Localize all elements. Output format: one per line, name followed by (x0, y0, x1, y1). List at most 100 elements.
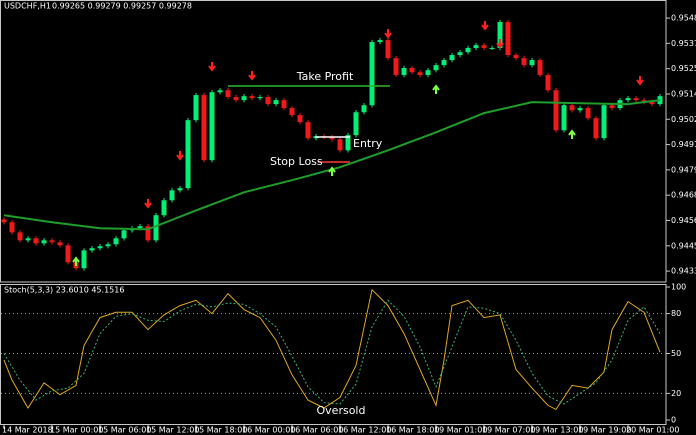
candle-body (57, 242, 63, 246)
candle-body (401, 68, 407, 76)
oversold-label: Oversold (317, 404, 366, 417)
candle-body (545, 75, 551, 91)
y-tick-label: 0.94910 (671, 140, 696, 149)
y-tick-label: 0.94450 (671, 241, 696, 250)
candle-body (185, 120, 191, 189)
candle-body (649, 102, 655, 105)
stoch-panel-frame (0, 284, 667, 425)
sell-arrow (496, 39, 504, 49)
candle-body (385, 40, 391, 59)
candle-body (593, 118, 599, 139)
x-tick-label: 15 Mar 12:00 (146, 426, 199, 435)
sell-arrow (208, 62, 216, 72)
x-tick-label: 19 Mar 19:00 (578, 426, 631, 435)
candle-body (41, 240, 47, 244)
x-tick-label: 15 Mar 06:00 (98, 426, 151, 435)
stop-loss-label: Stop Loss (270, 155, 323, 168)
candle-body (169, 190, 175, 201)
price-ohlc: 0.99265 0.99279 0.99257 0.99278 (52, 2, 192, 11)
sell-arrow (176, 151, 184, 161)
x-tick-label: 20 Mar 01:00 (626, 426, 679, 435)
candle-body (201, 95, 207, 161)
candle-body (481, 45, 487, 48)
price-panel-frame (0, 0, 667, 283)
sell-arrow (144, 199, 152, 209)
stoch-title: Stoch(5,3,3) 23.6010 45.1516 (4, 286, 124, 295)
candle-body (217, 90, 223, 93)
sell-arrow (481, 21, 489, 31)
price-plot: 0.95485 0.95370 0.95255 0.95140 0.95025 0.949… (1, 14, 696, 276)
candle-body (601, 105, 607, 139)
candle-body (473, 45, 479, 48)
candle-body (345, 135, 351, 151)
sell-arrow (636, 76, 644, 86)
candle-body (329, 137, 335, 140)
buy-arrow (432, 84, 440, 94)
candle-body (25, 238, 31, 241)
candle-body (65, 245, 71, 263)
candle-body (97, 246, 103, 249)
candle-body (281, 100, 287, 109)
candle-body (9, 222, 15, 233)
entry-label: Entry (353, 137, 383, 150)
candle-body (353, 112, 359, 136)
candle-body (513, 55, 519, 59)
moving-average (3, 99, 661, 231)
candle-body (241, 96, 247, 101)
y-tick-label: 0.94795 (671, 165, 696, 174)
candle-body (89, 248, 95, 251)
candle-body (289, 108, 295, 116)
candle-body (625, 98, 631, 101)
sell-arrow (384, 29, 392, 39)
candle-body (193, 95, 199, 121)
buy-arrow (568, 129, 576, 139)
candle-body (121, 230, 127, 239)
y-tick-label: 0.94335 (671, 267, 696, 276)
price-title: USDCHF,H1 (4, 2, 51, 11)
candle-body (105, 244, 111, 247)
x-tick-label: 19 Mar 13:00 (530, 426, 583, 435)
buy-arrow (328, 166, 336, 176)
candle-body (393, 58, 399, 76)
candle-body (529, 60, 535, 66)
candle-body (33, 238, 39, 244)
candle-body (489, 47, 495, 49)
y-tick-label: 0.95140 (671, 89, 696, 98)
candle-body (457, 52, 463, 56)
candle-body (297, 115, 303, 123)
candle-body (177, 188, 183, 191)
candle-body (441, 60, 447, 66)
candle-body (409, 68, 415, 73)
candle-body (369, 42, 375, 106)
x-tick-label: 14 Mar 2018 (2, 426, 53, 435)
y-tick-label: 100 (671, 283, 686, 292)
candle-body (609, 105, 615, 109)
candle-body (209, 92, 215, 161)
stoch-line (3, 299, 661, 405)
candle-body (433, 65, 439, 71)
x-tick-label: 16 Mar 12:00 (338, 426, 391, 435)
overlay: Take Profit Entry Stop Loss Oversold USD… (2, 2, 679, 435)
candle-body (449, 55, 455, 61)
candle-body (265, 97, 271, 105)
y-tick-label: 0.95485 (671, 14, 696, 23)
x-tick-label: 16 Mar 18:00 (386, 426, 439, 435)
x-tick-label: 15 Mar 18:00 (194, 426, 247, 435)
candle-body (505, 22, 511, 56)
candle-body (521, 58, 527, 66)
candle-body (137, 226, 143, 229)
y-tick-label: 50 (671, 349, 681, 358)
candle-body (257, 97, 263, 99)
candle-body (145, 226, 151, 241)
candle-body (553, 90, 559, 131)
y-tick-label: 20 (671, 389, 681, 398)
take-profit-label: Take Profit (296, 70, 354, 83)
candle-body (377, 40, 383, 43)
candle-body (465, 47, 471, 53)
candle-body (305, 122, 311, 139)
buy-arrow (72, 256, 80, 266)
candle-body (81, 250, 87, 269)
candle-body (273, 100, 279, 105)
candle-body (577, 108, 583, 111)
